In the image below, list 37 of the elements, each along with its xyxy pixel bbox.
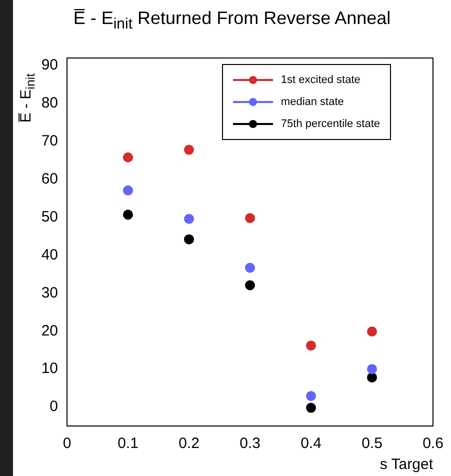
point [367,372,377,382]
point [245,280,255,290]
point [184,214,194,224]
x-tick-label: 0.2 [178,435,200,452]
y-tick-label: 50 [41,208,58,226]
y-tick-label: 60 [41,170,58,188]
y-tick-label: 20 [41,322,58,340]
x-tick-label: 0.4 [300,435,322,452]
point [123,185,133,196]
point [123,210,133,220]
x-tick-label: 0.5 [362,435,382,452]
point [245,213,255,224]
y-tick-label: 90 [41,56,58,74]
legend-label: 1st excited state [280,74,360,86]
point [306,340,316,351]
y-tick-label: 30 [41,284,58,302]
point [123,152,133,162]
point [306,391,316,402]
x-axis-title: s Target [380,456,434,474]
y-tick-label: 70 [41,132,58,150]
legend-label: 75th percentile state [280,118,380,130]
y-tick-label: 80 [41,94,58,112]
x-tick-label: 0.6 [422,435,444,452]
point [184,144,194,155]
y-tick-label: 0 [50,398,58,416]
point [367,364,377,374]
x-tick-label: 0 [62,435,72,452]
legend-label: median state [280,96,344,108]
y-tick-label: 40 [41,246,58,264]
x-tick-label: 0.3 [240,435,260,452]
point [184,234,194,244]
y-tick-label: 10 [41,360,58,378]
x-tick-label: 0.1 [118,435,138,452]
point [245,262,255,273]
chart-title: E̅ - E$_{init}$ Returned From Reverse Anneal [72,8,392,33]
point [367,326,377,337]
point [306,402,316,413]
